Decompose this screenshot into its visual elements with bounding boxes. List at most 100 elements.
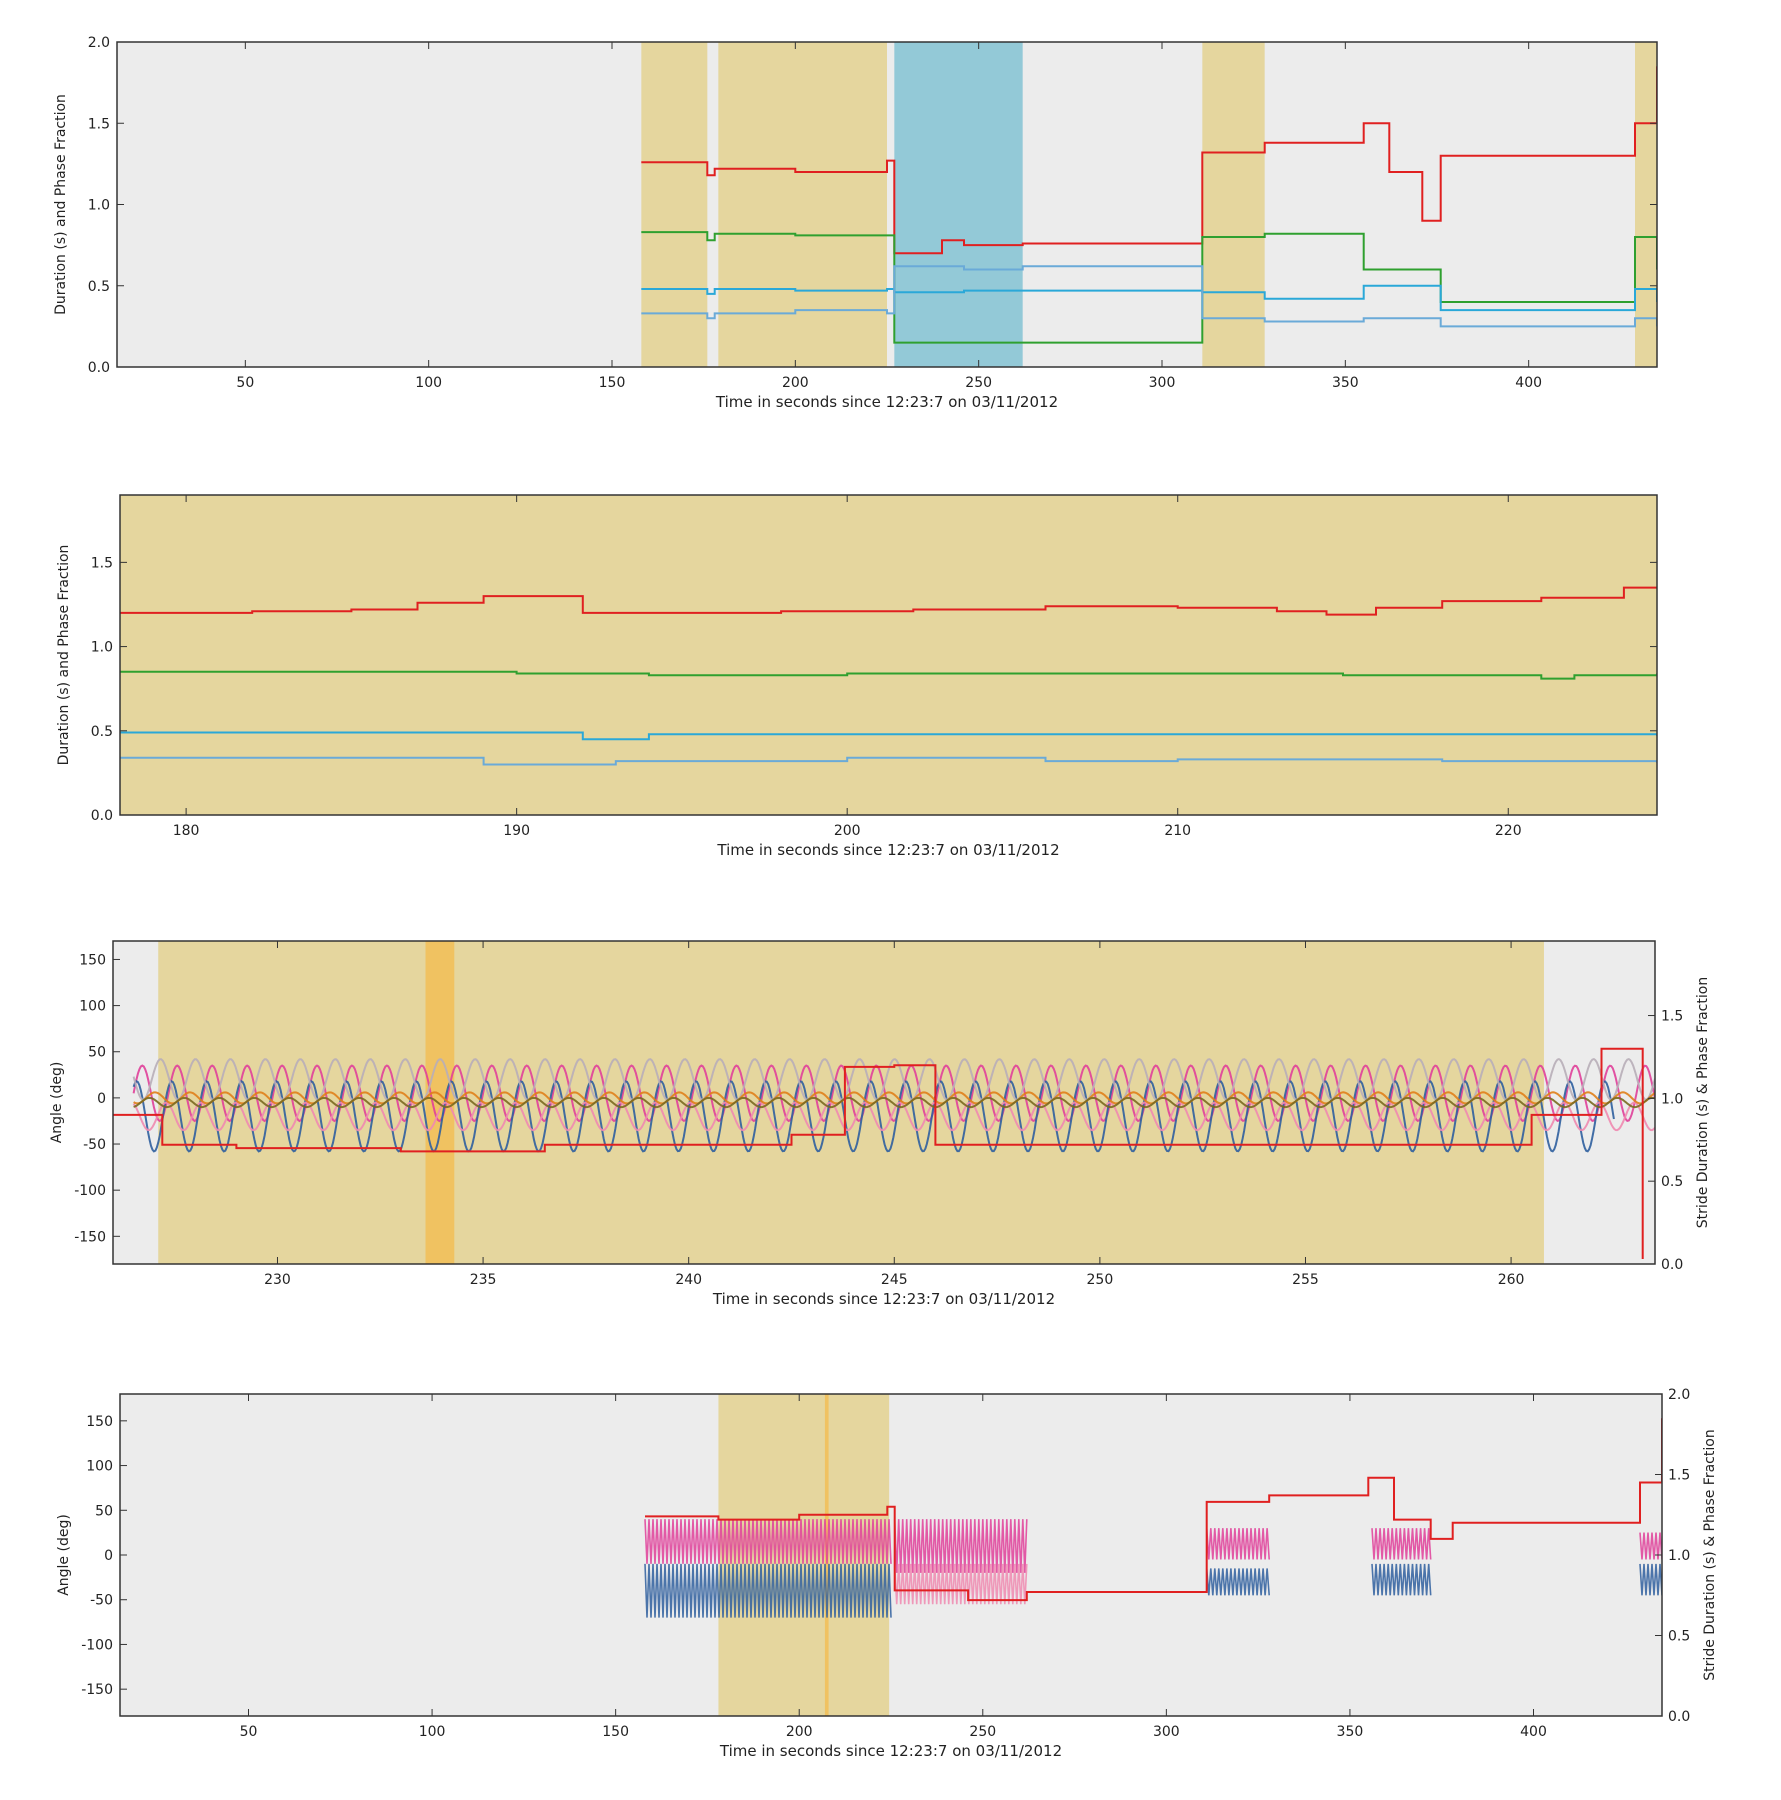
y-tick-label: 1.5 <box>88 116 110 132</box>
x-tick-label: 400 <box>1520 1724 1547 1740</box>
x-tick-label: 50 <box>236 375 254 391</box>
plot-area <box>644 1394 1662 1716</box>
shaded-region <box>718 42 887 367</box>
series-line <box>641 66 1657 255</box>
x-tick-label: 100 <box>419 1724 446 1740</box>
shaded-region <box>1202 42 1265 367</box>
x-tick-label: 250 <box>969 1724 996 1740</box>
plot-area <box>641 42 1657 367</box>
x-tick-label: 230 <box>264 1272 291 1288</box>
x-tick-label: 250 <box>965 375 992 391</box>
series-line <box>113 1047 1644 1259</box>
series-line <box>645 1418 1662 1602</box>
y-tick-label: -100 <box>81 1637 113 1653</box>
x-tick-label: 190 <box>503 823 530 839</box>
chart-panel-zoom_angles: 230 235 240 245 250 255 260 -150 -100 -50 0 50 100 15… <box>49 940 1711 1308</box>
y-tick-label: -150 <box>74 1229 106 1245</box>
x-tick-label: 300 <box>1149 375 1176 391</box>
plot-area <box>120 495 1657 815</box>
series-line <box>120 756 1657 766</box>
y-tick-label: 0.5 <box>91 724 113 740</box>
y-tick-label: 100 <box>86 1459 113 1475</box>
y-tick-label: 50 <box>95 1503 113 1519</box>
y2-tick-label: 1.5 <box>1661 1009 1683 1025</box>
series-line <box>132 1101 1655 1132</box>
y-tick-label: -150 <box>81 1682 113 1698</box>
x-tick-label: 100 <box>415 375 442 391</box>
series-band <box>893 1563 1028 1605</box>
series-band <box>644 1519 892 1564</box>
x-axis-label: Time in seconds since 12:23:7 on 03/11/2… <box>712 1290 1055 1308</box>
shaded-region <box>894 42 1023 367</box>
y2-tick-label: 1.0 <box>1668 1548 1690 1564</box>
x-tick-label: 245 <box>881 1272 908 1288</box>
y-tick-label: 1.0 <box>91 640 113 656</box>
series-line <box>132 1064 1655 1123</box>
y-tick-label: 2.0 <box>88 35 110 51</box>
series-band <box>1639 1563 1662 1596</box>
y-tick-label: 150 <box>79 952 106 968</box>
y2-tick-label: 0.5 <box>1661 1174 1683 1190</box>
x-axis-label: Time in seconds since 12:23:7 on 03/11/2… <box>719 1742 1062 1760</box>
x-tick-label: 150 <box>602 1724 629 1740</box>
y-tick-label: 0.0 <box>91 808 113 824</box>
series-line <box>641 265 1657 328</box>
y-tick-label: 0.0 <box>88 360 110 376</box>
y-tick-label: 100 <box>79 999 106 1015</box>
chart-panel-overview_angles: 50 100 150 200 250 300 350 400 -150 -100 -50 0 50 100… <box>56 1387 1718 1760</box>
y-tick-label: 0.5 <box>88 279 110 295</box>
y2-tick-label: 1.0 <box>1661 1091 1683 1107</box>
y2-axis-label: Stride Duration (s) & Phase Fraction <box>1702 1429 1718 1680</box>
series-line <box>641 284 1657 312</box>
x-tick-label: 200 <box>786 1724 813 1740</box>
y2-tick-label: 2.0 <box>1668 1387 1690 1403</box>
series-band <box>644 1563 892 1618</box>
x-tick-label: 210 <box>1164 823 1191 839</box>
x-tick-label: 50 <box>240 1724 258 1740</box>
y-tick-label: 50 <box>88 1045 106 1061</box>
y-tick-label: 0 <box>104 1548 113 1564</box>
x-tick-label: 300 <box>1153 1724 1180 1740</box>
x-tick-label: 350 <box>1337 1724 1364 1740</box>
y2-tick-label: 0.0 <box>1668 1709 1690 1725</box>
y2-tick-label: 0.0 <box>1661 1257 1683 1273</box>
x-tick-label: 260 <box>1498 1272 1525 1288</box>
x-tick-label: 240 <box>675 1272 702 1288</box>
series-band <box>893 1519 1028 1573</box>
x-tick-label: 235 <box>470 1272 497 1288</box>
y2-tick-label: 0.5 <box>1668 1629 1690 1645</box>
y-tick-label: -50 <box>90 1593 113 1609</box>
y-axis-label: Angle (deg) <box>56 1514 72 1596</box>
y-axis-label: Angle (deg) <box>49 1062 65 1144</box>
y-tick-label: 1.0 <box>88 198 110 214</box>
y-tick-label: 150 <box>86 1414 113 1430</box>
series-band <box>1205 1528 1270 1560</box>
y2-tick-label: 1.5 <box>1668 1468 1690 1484</box>
y-tick-label: 0 <box>97 1091 106 1107</box>
shaded-region <box>120 495 1657 815</box>
plot-frame <box>112 940 1656 1265</box>
y-tick-label: 1.5 <box>91 555 113 571</box>
x-tick-label: 350 <box>1332 375 1359 391</box>
x-tick-label: 200 <box>782 375 809 391</box>
series-line <box>120 731 1657 741</box>
series-line <box>641 231 1657 344</box>
series-line <box>120 670 1657 680</box>
y2-axis-label: Stride Duration (s) & Phase Fraction <box>1695 977 1711 1228</box>
x-tick-label: 150 <box>599 375 626 391</box>
plot-area <box>113 941 1655 1264</box>
x-tick-label: 400 <box>1515 375 1542 391</box>
x-tick-label: 220 <box>1495 823 1522 839</box>
y-axis-label: Duration (s) and Phase Fraction <box>56 545 72 766</box>
series-band <box>1205 1568 1270 1596</box>
plot-frame <box>119 494 1658 816</box>
x-axis-label: Time in seconds since 12:23:7 on 03/11/2… <box>716 841 1059 859</box>
chart-panel-overview_durations: 50 100 150 200 250 300 350 400 0.0 0.5 1.0 1.5 2.0 Ti… <box>53 35 1658 411</box>
x-tick-label: 250 <box>1087 1272 1114 1288</box>
y-axis-label: Duration (s) and Phase Fraction <box>53 94 69 315</box>
series-line <box>133 1096 1655 1109</box>
y-tick-label: -50 <box>83 1137 106 1153</box>
series-band <box>1371 1528 1432 1560</box>
series-line <box>120 586 1657 616</box>
